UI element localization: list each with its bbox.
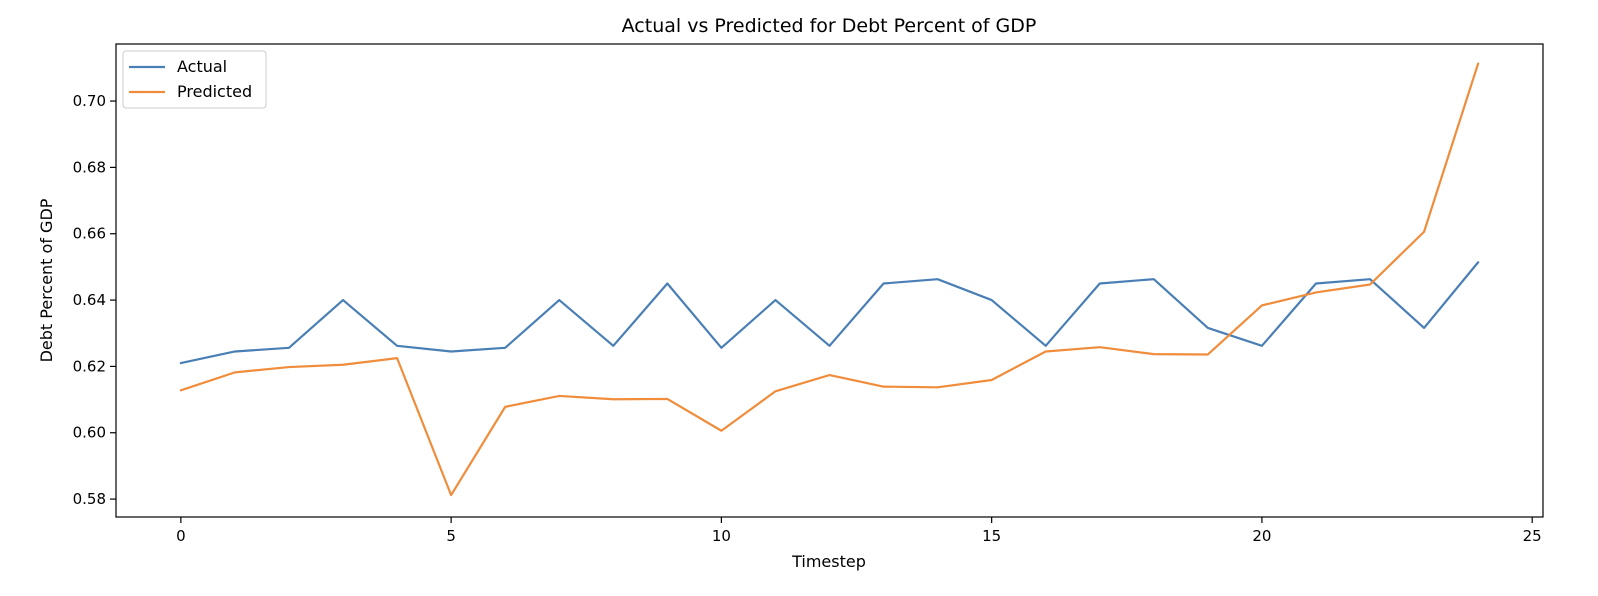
series-layer [179,62,1480,497]
y-tick-label: 0.64 [73,291,106,309]
y-tick-label: 0.58 [73,490,106,508]
y-tick-label: 0.70 [73,92,106,110]
x-tick-label: 20 [1252,527,1271,545]
plot-frame [115,43,1544,518]
plot-area [115,43,1544,518]
x-tick-label: 0 [176,527,186,545]
y-axis-ticks: 0.58 0.60 0.62 0.64 0.66 0.68 0.70 [73,92,116,508]
legend-frame [122,50,267,109]
y-tick-label: 0.60 [73,424,106,442]
x-axis-label: Timestep [791,552,866,571]
legend-label-predicted: Predicted [177,82,252,101]
legend: Actual Predicted [122,50,267,109]
y-axis-label: Debt Percent of GDP [37,198,56,362]
x-tick-label: 25 [1523,527,1542,545]
y-tick-label: 0.62 [73,357,106,375]
x-axis-ticks: 0 5 10 15 20 25 [176,517,1542,545]
series-line-predicted [179,62,1480,497]
legend-label-actual: Actual [177,57,227,76]
x-tick-label: 10 [712,527,731,545]
y-tick-label: 0.68 [73,158,106,176]
x-tick-label: 5 [446,527,456,545]
chart-title: Actual vs Predicted for Debt Percent of … [622,15,1037,37]
series-line-actual [179,261,1480,365]
y-tick-label: 0.66 [73,225,106,243]
x-tick-label: 15 [982,527,1001,545]
